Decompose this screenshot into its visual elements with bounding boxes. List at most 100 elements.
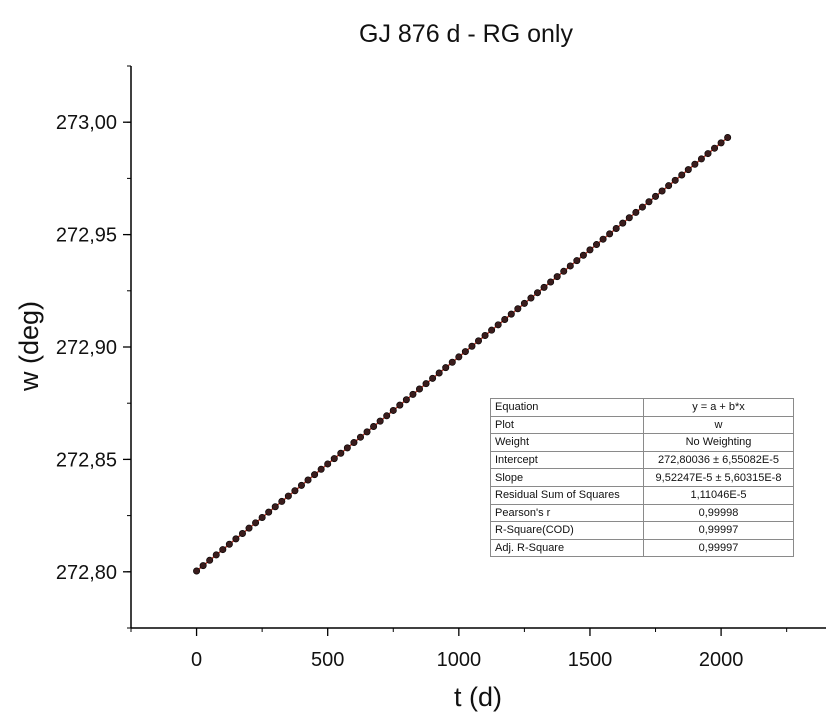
data-point	[553, 273, 561, 281]
data-point	[442, 364, 450, 372]
data-point	[199, 562, 207, 570]
data-point	[389, 406, 397, 414]
data-point	[652, 192, 660, 200]
data-point	[271, 503, 279, 511]
fit-table-row: Equation y = a + b*x	[490, 398, 794, 417]
data-point	[481, 332, 489, 340]
y-tick-label: 272,95	[56, 225, 117, 247]
data-point	[435, 369, 443, 377]
data-point	[370, 422, 378, 430]
fit-table-key: Residual Sum of Squares	[490, 485, 644, 505]
data-point	[671, 176, 679, 184]
data-point	[711, 144, 719, 152]
data-point	[284, 492, 292, 500]
data-point	[245, 524, 253, 532]
fit-table-row: Pearson's r 0,99998	[490, 503, 794, 523]
data-point	[560, 267, 568, 275]
fit-table-row: Weight No Weighting	[490, 433, 794, 452]
data-point	[304, 476, 312, 484]
data-point	[363, 428, 371, 436]
fit-table-value: No Weighting	[643, 433, 794, 452]
x-tick-label: 500	[311, 649, 344, 671]
fit-line	[196, 136, 729, 572]
data-point	[527, 294, 535, 302]
data-point	[717, 139, 725, 147]
data-point	[402, 396, 410, 404]
fit-table-value: y = a + b*x	[643, 398, 794, 417]
data-point	[534, 289, 542, 297]
data-point	[383, 412, 391, 420]
data-point	[455, 353, 463, 361]
data-point	[376, 417, 384, 425]
data-point	[697, 155, 705, 163]
data-point	[507, 310, 515, 318]
fit-table-value: 9,52247E-5 ± 5,60315E-8	[643, 468, 794, 487]
fit-table-row: R-Square(COD) 0,99997	[490, 521, 794, 540]
data-point	[356, 433, 364, 441]
fit-table-row: Adj. R-Square 0,99997	[490, 538, 794, 558]
data-point	[232, 535, 240, 543]
data-point	[252, 519, 260, 527]
data-point	[448, 358, 456, 366]
data-point	[625, 214, 633, 222]
data-point	[645, 198, 653, 206]
data-point	[337, 449, 345, 457]
fit-table-row: Intercept 272,80036 ± 6,55082E-5	[490, 450, 794, 470]
data-point	[350, 439, 358, 447]
data-point	[494, 321, 502, 329]
fit-table-value: 0,99998	[643, 503, 794, 523]
fit-table-key: Weight	[490, 433, 644, 452]
data-point	[638, 203, 646, 211]
fit-table-key: Equation	[490, 398, 644, 417]
data-point	[429, 374, 437, 382]
fit-table-row: Residual Sum of Squares 1,11046E-5	[490, 485, 794, 505]
fit-table-value: 1,11046E-5	[643, 485, 794, 505]
data-point	[317, 465, 325, 473]
y-axis-label: w (deg)	[14, 301, 44, 392]
x-tick-label: 2000	[699, 649, 744, 671]
data-point	[422, 380, 430, 388]
data-point	[579, 251, 587, 259]
fit-table-key: Slope	[490, 468, 644, 487]
data-point	[599, 235, 607, 243]
fit-table-key: Plot	[490, 415, 644, 435]
data-point	[691, 160, 699, 168]
data-point	[415, 385, 423, 393]
data-point	[566, 262, 574, 270]
data-point	[291, 487, 299, 495]
data-point	[343, 444, 351, 452]
data-point	[238, 530, 246, 538]
x-axis-label: t (d)	[454, 682, 502, 712]
fit-table-value: 0,99997	[643, 538, 794, 558]
data-point	[724, 134, 732, 142]
data-point	[396, 401, 404, 409]
chart-title: GJ 876 d - RG only	[359, 20, 573, 48]
data-point	[586, 246, 594, 254]
fit-table-value: 272,80036 ± 6,55082E-5	[643, 450, 794, 470]
data-point	[619, 219, 627, 227]
data-point	[461, 348, 469, 356]
data-point	[501, 315, 509, 323]
data-point	[225, 540, 233, 548]
data-point	[704, 150, 712, 158]
data-point	[311, 471, 319, 479]
y-tick-label: 273,00	[56, 112, 117, 134]
data-point	[330, 455, 338, 463]
data-point	[219, 546, 227, 554]
fit-table-row: Slope 9,52247E-5 ± 5,60315E-8	[490, 468, 794, 487]
data-point	[514, 305, 522, 313]
data-point	[409, 390, 417, 398]
y-tick-label: 272,90	[56, 337, 117, 359]
data-point	[612, 224, 620, 232]
data-point	[632, 208, 640, 216]
data-point	[606, 230, 614, 238]
fit-table-key: Intercept	[490, 450, 644, 470]
x-tick-label: 1500	[568, 649, 613, 671]
data-point	[206, 556, 214, 564]
data-point	[212, 551, 220, 559]
fit-table-key: Pearson's r	[490, 503, 644, 523]
fit-table-key: Adj. R-Square	[490, 538, 644, 558]
data-point	[684, 166, 692, 174]
data-point	[658, 187, 666, 195]
